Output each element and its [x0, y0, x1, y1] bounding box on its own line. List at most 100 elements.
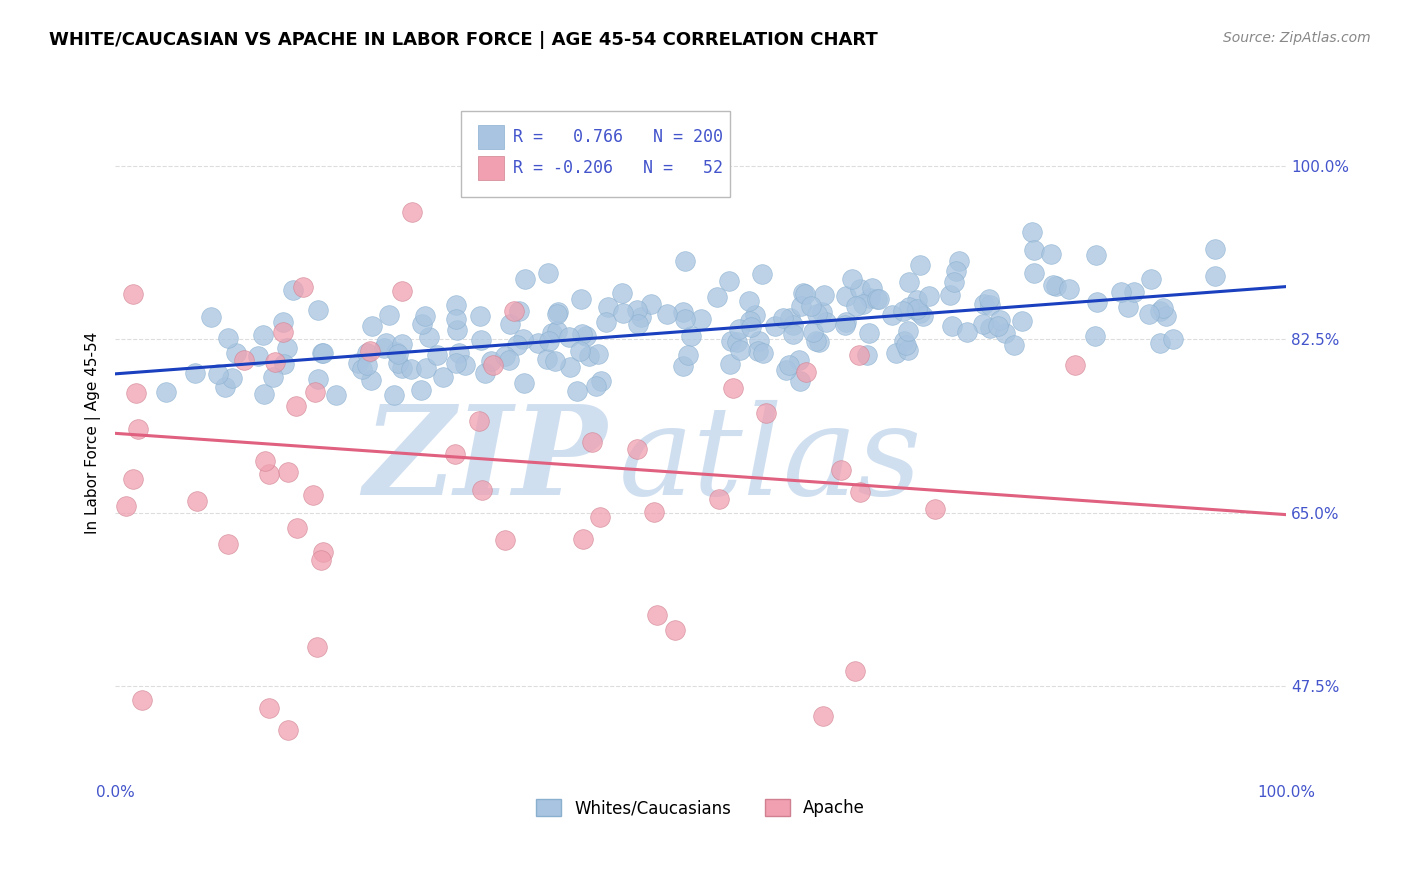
Point: [492, 167, 515, 181]
Point: [307, 640, 329, 655]
Point: [627, 318, 650, 332]
Point: [1011, 314, 1033, 328]
Point: [291, 280, 314, 294]
Point: [678, 348, 700, 362]
Point: [772, 310, 794, 325]
Point: [217, 331, 239, 345]
Point: [207, 367, 229, 381]
Point: [894, 338, 917, 352]
Point: [1059, 282, 1081, 296]
Point: [1045, 279, 1067, 293]
Point: [544, 354, 567, 368]
Point: [494, 350, 516, 364]
Point: [578, 349, 600, 363]
Point: [855, 348, 877, 362]
Point: [361, 318, 384, 333]
Point: [538, 334, 561, 348]
Point: [257, 467, 280, 482]
Point: [387, 346, 409, 360]
Point: [360, 373, 382, 387]
Point: [214, 380, 236, 394]
Point: [1022, 267, 1045, 281]
FancyBboxPatch shape: [478, 156, 503, 180]
Point: [1021, 226, 1043, 240]
Point: [852, 297, 875, 311]
Point: [643, 505, 665, 519]
Point: [626, 303, 648, 318]
Point: [860, 281, 883, 295]
Point: [725, 334, 748, 349]
Point: [640, 297, 662, 311]
Point: [721, 381, 744, 395]
Point: [271, 315, 294, 329]
Point: [271, 326, 294, 340]
Point: [679, 329, 702, 343]
Point: [956, 325, 979, 339]
Point: [589, 510, 612, 524]
Point: [595, 315, 617, 329]
Point: [943, 276, 966, 290]
Point: [793, 286, 815, 301]
Point: [482, 358, 505, 372]
Point: [415, 360, 437, 375]
Point: [973, 297, 995, 311]
Point: [979, 321, 1001, 335]
Point: [356, 345, 378, 359]
Point: [672, 305, 695, 319]
Point: [311, 346, 333, 360]
Point: [1064, 358, 1087, 372]
Point: [908, 306, 931, 320]
Point: [1040, 247, 1063, 261]
Point: [905, 293, 928, 307]
Point: [740, 314, 762, 328]
Point: [512, 376, 534, 390]
Point: [1085, 294, 1108, 309]
Point: [664, 623, 686, 637]
Point: [186, 493, 208, 508]
Point: [849, 485, 872, 500]
Point: [131, 693, 153, 707]
Point: [359, 344, 381, 359]
Point: [801, 325, 824, 339]
Point: [471, 483, 494, 498]
Point: [765, 319, 787, 334]
Point: [1149, 303, 1171, 318]
Point: [581, 434, 603, 449]
Point: [787, 353, 810, 368]
Point: [796, 365, 818, 379]
Point: [391, 360, 413, 375]
Point: [418, 330, 440, 344]
Point: [571, 327, 593, 342]
Point: [217, 537, 239, 551]
Point: [779, 311, 801, 326]
Point: [325, 388, 347, 402]
Point: [184, 366, 207, 380]
Y-axis label: In Labor Force | Age 45-54: In Labor Force | Age 45-54: [86, 332, 101, 534]
Point: [378, 308, 401, 322]
Point: [304, 385, 326, 400]
Point: [122, 286, 145, 301]
Point: [444, 356, 467, 370]
Point: [1139, 272, 1161, 286]
Point: [865, 292, 887, 306]
Text: WHITE/CAUCASIAN VS APACHE IN LABOR FORCE | AGE 45-54 CORRELATION CHART: WHITE/CAUCASIAN VS APACHE IN LABOR FORCE…: [49, 31, 877, 49]
Point: [789, 299, 811, 313]
Point: [835, 289, 858, 303]
Point: [898, 275, 921, 289]
Point: [312, 345, 335, 359]
Point: [391, 284, 413, 298]
Point: [811, 305, 834, 319]
Point: [301, 488, 323, 502]
Point: [747, 334, 769, 348]
Point: [948, 253, 970, 268]
Point: [454, 358, 477, 372]
Point: [569, 292, 592, 306]
Text: R =   0.766   N = 200: R = 0.766 N = 200: [513, 128, 723, 146]
Point: [479, 354, 502, 368]
Point: [264, 355, 287, 369]
Point: [673, 254, 696, 268]
Point: [586, 347, 609, 361]
Point: [200, 310, 222, 324]
Point: [747, 344, 769, 359]
Point: [848, 348, 870, 362]
